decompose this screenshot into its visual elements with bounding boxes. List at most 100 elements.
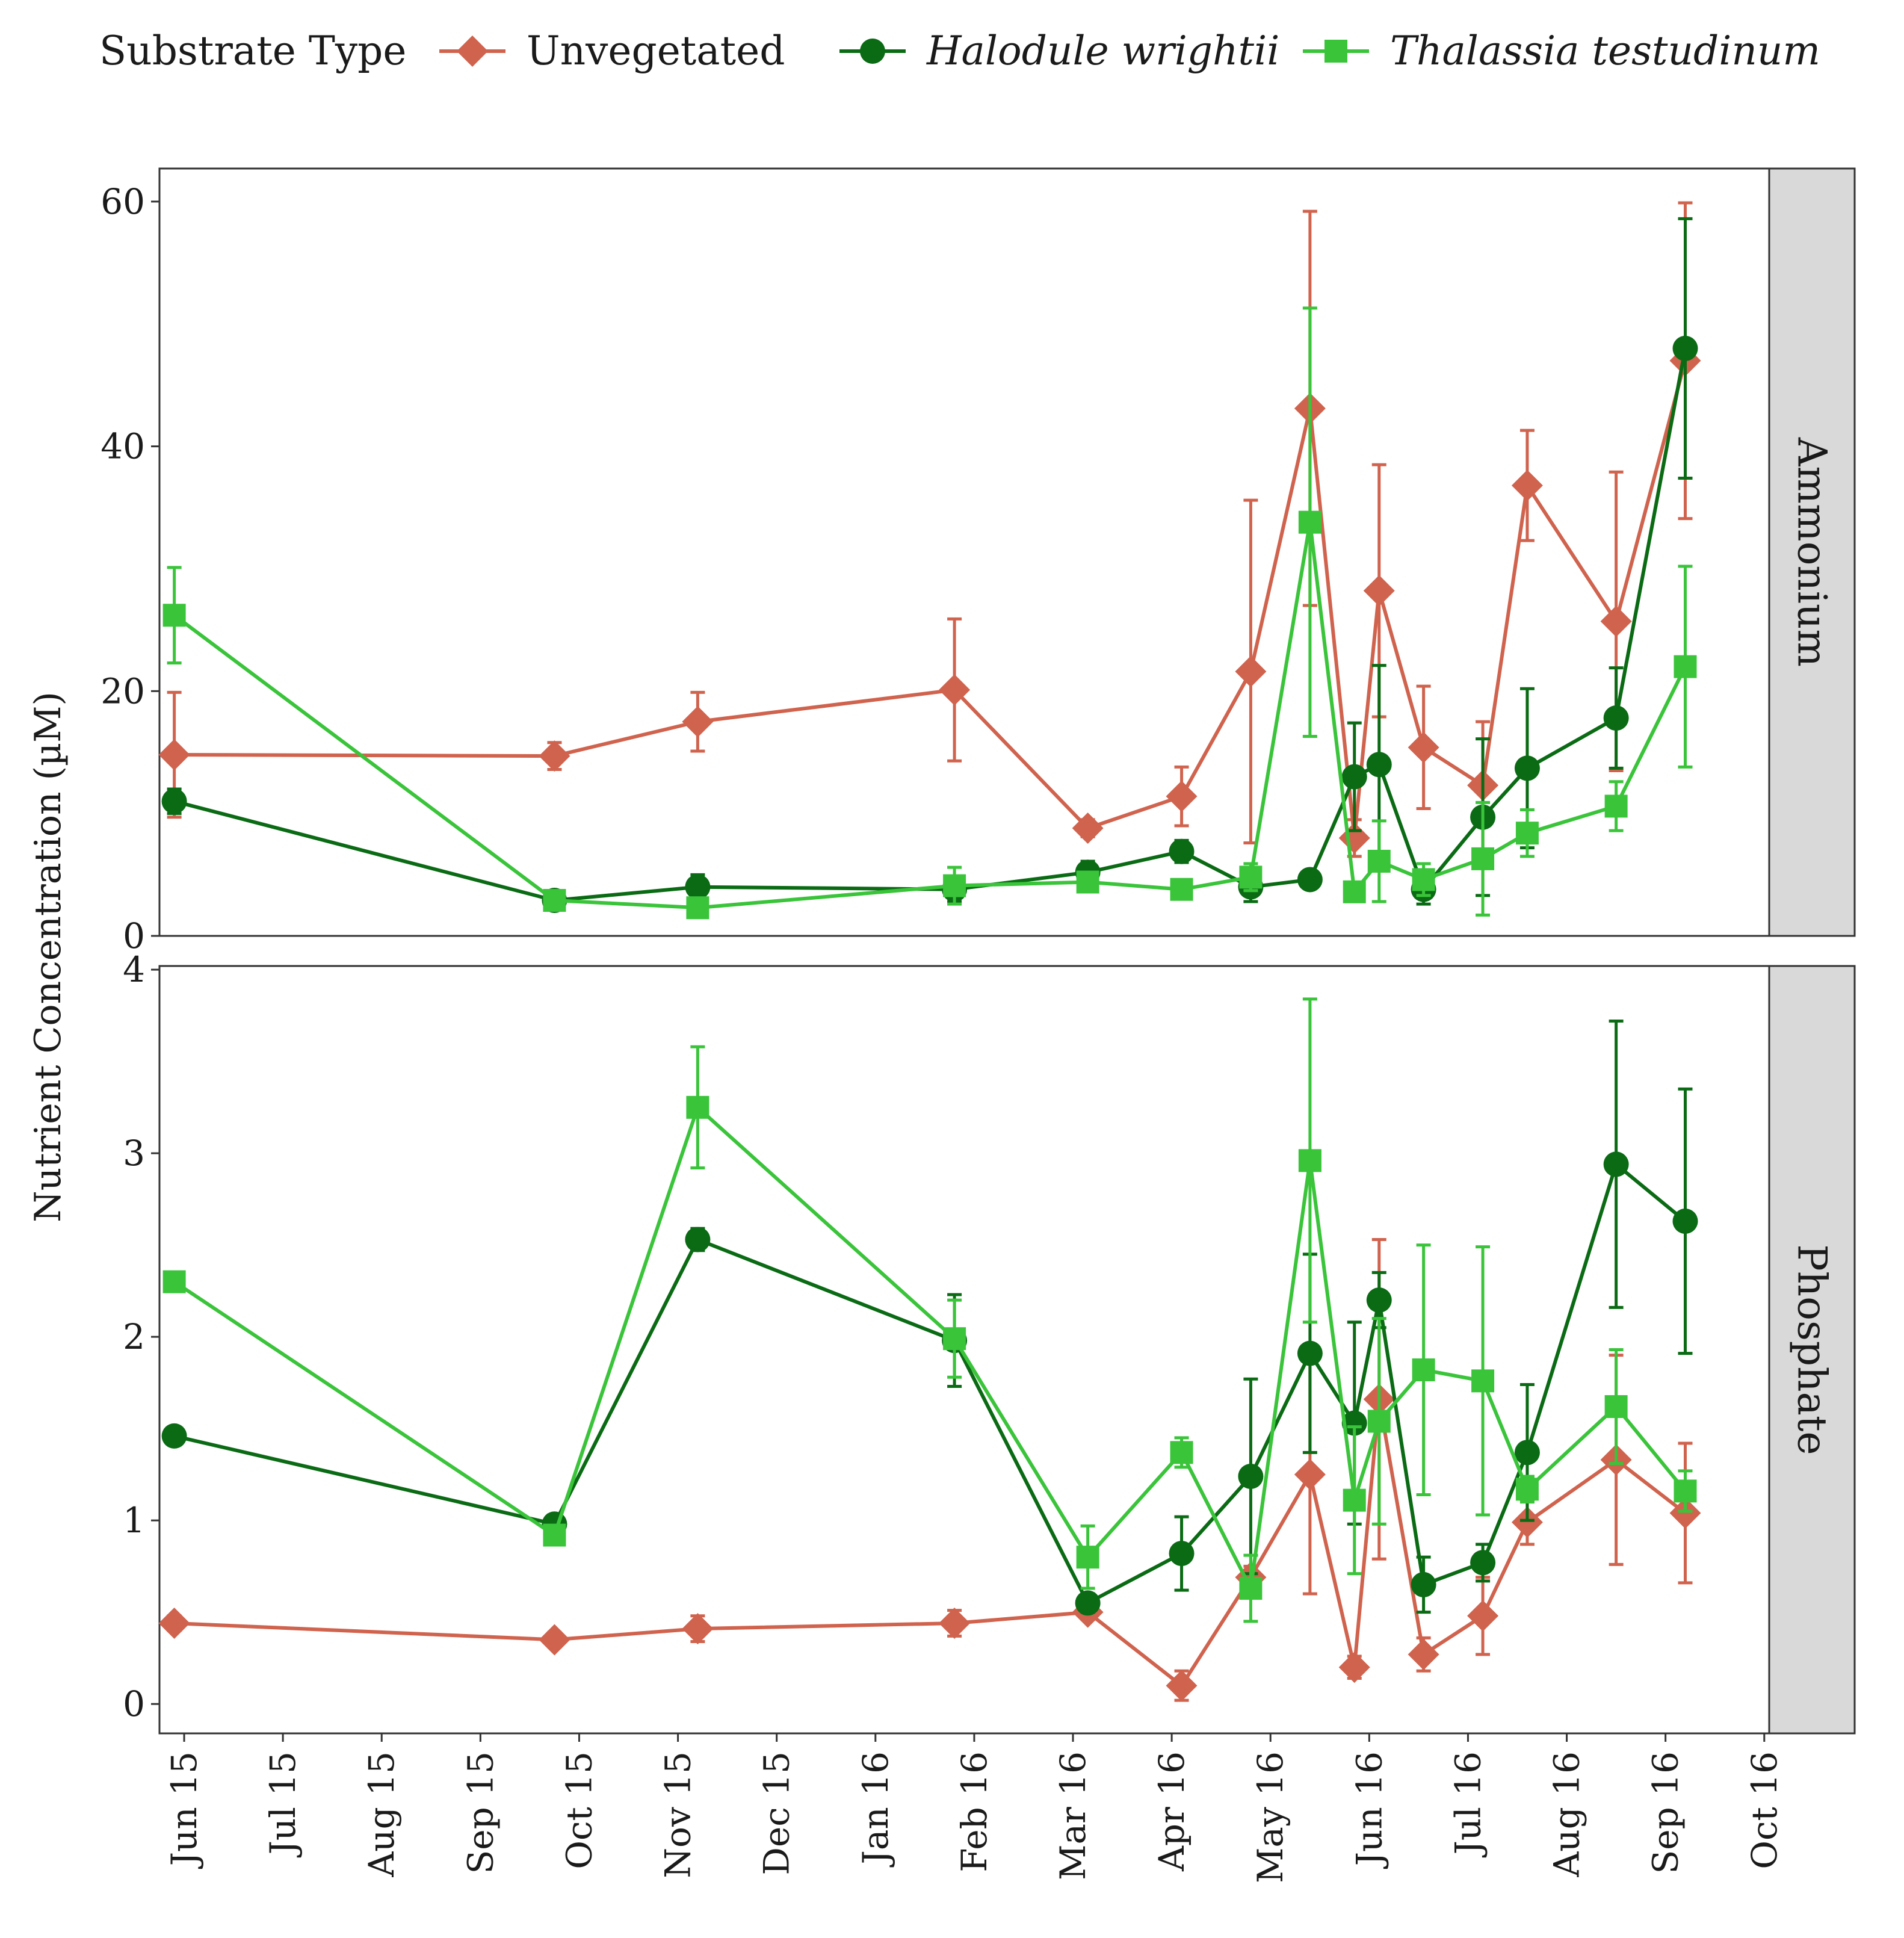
data-point (1470, 1550, 1496, 1576)
data-point (1467, 1600, 1499, 1632)
x-tick-label: Jul 16 (1447, 1751, 1488, 1857)
x-tick-label: Sep 15 (460, 1751, 501, 1874)
x-tick-label: Mar 16 (1052, 1751, 1093, 1880)
x-tick-label: Feb 16 (954, 1751, 995, 1872)
data-point (1170, 878, 1193, 901)
legend-label-thal: Thalassia testudinum (1390, 28, 1820, 74)
data-point (943, 1327, 966, 1351)
data-point (682, 706, 714, 738)
data-point (1366, 1287, 1392, 1313)
data-point (1298, 1149, 1321, 1172)
data-point (1076, 1546, 1099, 1569)
data-point (1338, 1652, 1370, 1683)
x-tick-label: Sep 16 (1645, 1751, 1686, 1874)
y-tick-label: 40 (100, 426, 145, 467)
data-point (539, 1624, 570, 1656)
data-point (162, 1270, 186, 1293)
data-point (1297, 1340, 1323, 1366)
data-point (1604, 1395, 1628, 1419)
data-point (1603, 705, 1629, 731)
strip-label: Phosphate (1789, 1244, 1835, 1455)
data-point (1603, 1151, 1629, 1177)
legend-item-thal: Thalassia testudinum (1303, 28, 1820, 74)
x-tick-label: Jul 15 (262, 1751, 303, 1857)
x-tick-label: Nov 15 (658, 1751, 699, 1878)
data-point (1297, 867, 1323, 893)
data-point (543, 1523, 566, 1547)
data-point (1166, 1670, 1198, 1701)
legend-label-unveg: Unvegetated (527, 28, 785, 74)
data-point (1514, 755, 1540, 781)
data-point (685, 874, 711, 900)
data-point (1511, 469, 1543, 501)
y-axis-title: Nutrient Concentration (µM) (27, 692, 69, 1222)
x-tick-label: Oct 16 (1744, 1751, 1785, 1869)
panel-ammonium: Ammonium 0 20 40 60 (100, 167, 1856, 956)
data-point (1238, 1463, 1264, 1489)
data-point (1341, 1410, 1367, 1436)
y-tick-label: 1 (123, 1500, 145, 1541)
data-point (686, 896, 709, 920)
data-point (939, 674, 971, 706)
strip-background (1768, 167, 1856, 937)
strip-phosphate: Phosphate (1768, 965, 1856, 1735)
data-point (1075, 1590, 1101, 1616)
y-tick-label: 2 (123, 1316, 145, 1357)
legend-marker-halo (860, 39, 885, 64)
data-point (1235, 655, 1267, 687)
data-point (162, 604, 186, 627)
data-point (1343, 880, 1366, 903)
x-tick-label: Jun 16 (1349, 1751, 1389, 1869)
data-point (1072, 813, 1104, 844)
strip-ammonium: Ammonium (1768, 167, 1856, 937)
legend-title: Substrate Type (99, 28, 406, 74)
data-point (161, 1423, 187, 1449)
data-point (1239, 1577, 1263, 1600)
data-point (543, 889, 566, 912)
data-point (1169, 838, 1195, 864)
data-point (1363, 575, 1395, 607)
data-point (1511, 1506, 1543, 1538)
y-tick-label: 0 (123, 1683, 145, 1724)
x-tick-label: Aug 16 (1547, 1751, 1587, 1878)
data-point (1514, 1440, 1540, 1466)
x-tick-label: Oct 15 (558, 1751, 599, 1869)
data-point (1674, 1479, 1697, 1503)
data-point (1408, 731, 1439, 763)
data-point (1341, 764, 1367, 790)
data-point (1471, 847, 1495, 870)
x-tick-label: Jan 16 (855, 1751, 896, 1867)
y-tick-label: 0 (123, 915, 145, 956)
data-point (1169, 1541, 1195, 1567)
y-tick-label: 4 (123, 949, 145, 990)
series-thal (162, 306, 1697, 920)
data-point (1343, 1488, 1366, 1512)
data-point (1366, 752, 1392, 778)
data-point (1471, 1369, 1495, 1393)
data-point (1411, 1571, 1436, 1597)
data-point (1672, 1208, 1698, 1234)
data-point (1672, 335, 1698, 361)
legend-marker-unveg (457, 36, 488, 67)
x-tick-label: May 16 (1250, 1751, 1291, 1883)
data-point (539, 740, 570, 772)
legend-label-halo: Halodule wrightii (926, 28, 1279, 74)
strip-background (1768, 965, 1856, 1735)
x-tick-label: Aug 15 (361, 1751, 402, 1878)
y-tick-label: 60 (100, 181, 145, 222)
legend: Substrate Type Unvegetated Halodule wright… (99, 28, 1820, 74)
data-point (1669, 1497, 1701, 1529)
data-point (1170, 1441, 1193, 1464)
data-point (939, 1607, 971, 1639)
data-point (161, 788, 187, 814)
x-tick-label: Dec 15 (756, 1751, 797, 1875)
legend-item-halo: Halodule wrightii (839, 28, 1279, 74)
data-point (158, 739, 190, 771)
data-point (1076, 870, 1099, 894)
data-point (1166, 781, 1198, 813)
data-point (158, 1607, 190, 1639)
series-halo (161, 1020, 1698, 1616)
x-axis: Jun 15 Jul 15 Aug 15 Sep 15 Oct 15 Nov 15 Dec … (164, 1733, 1785, 1883)
data-point (1367, 1410, 1391, 1433)
